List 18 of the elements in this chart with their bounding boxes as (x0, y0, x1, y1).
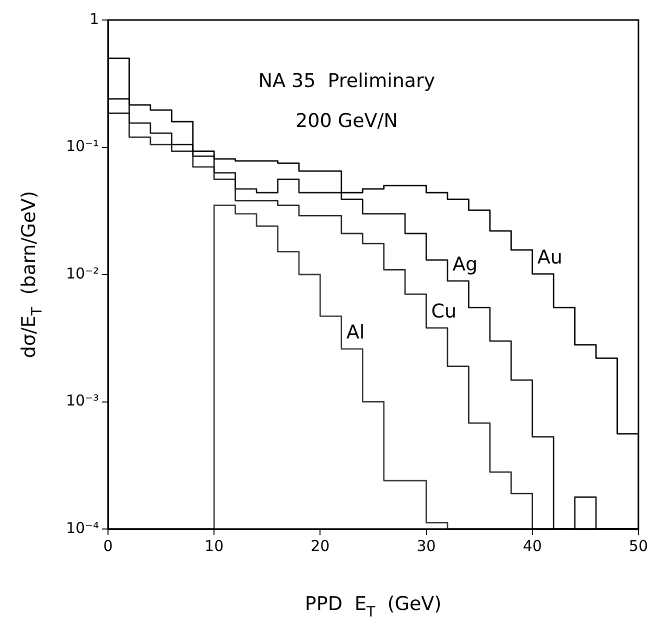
series-label: Ag (452, 253, 478, 276)
series-label: Al (346, 321, 365, 344)
series-label: Cu (431, 300, 457, 322)
series-label: Au (537, 246, 562, 268)
y-tick-label: 1 (89, 10, 99, 28)
y-tick-label: 10⁻¹ (66, 137, 99, 156)
y-tick-label: 10⁻² (66, 264, 99, 282)
x-tick-label: 20 (310, 536, 330, 555)
x-tick-label: 50 (628, 536, 648, 555)
x-tick-label: 30 (416, 536, 436, 555)
x-tick-label: 10 (204, 536, 224, 555)
y-tick-label: 10⁻³ (66, 392, 99, 410)
text: 200 GeV/N (296, 110, 398, 132)
x-tick-label: 40 (522, 536, 542, 555)
text: NA 35 Preliminary (258, 70, 436, 92)
y-tick-label: 10⁻⁴ (66, 518, 99, 537)
y-axis-title: dσ/ET (barn/GeV) (18, 190, 46, 358)
x-tick-label: 0 (103, 536, 113, 555)
